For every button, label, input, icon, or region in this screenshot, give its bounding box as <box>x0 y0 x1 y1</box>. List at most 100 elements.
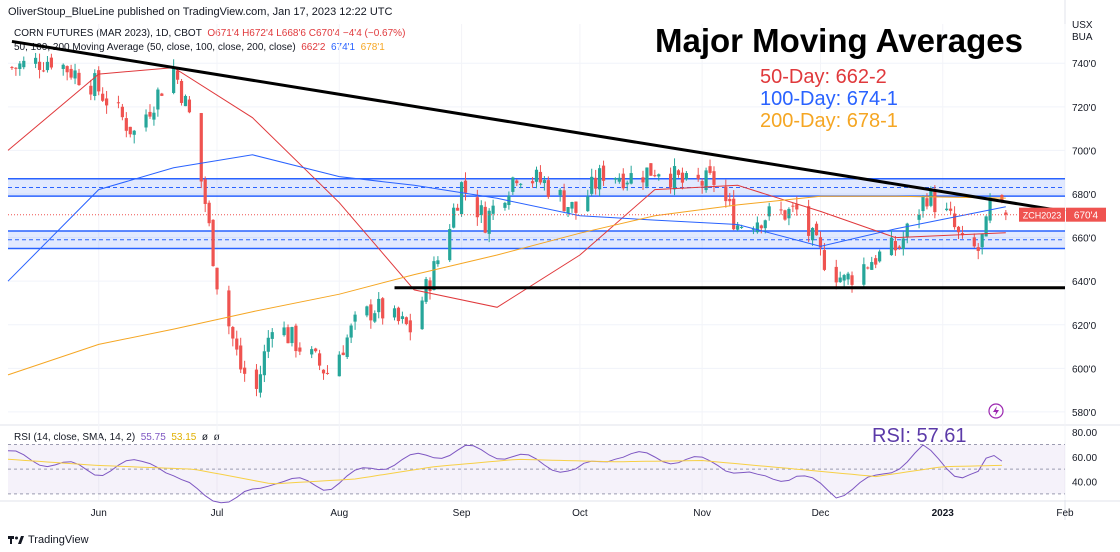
candle-body <box>676 170 681 175</box>
ohlc-values: O671'4 H672'4 L668'6 C670'4 −4'4 (−0.67%… <box>207 28 406 39</box>
candle-body <box>369 304 373 321</box>
candle-body <box>952 213 957 228</box>
candle-body <box>779 209 783 211</box>
candle-body <box>889 237 894 256</box>
candle-body <box>227 290 231 327</box>
rsi-sma-legend-value: 53.15 <box>171 432 197 443</box>
price-tick-label: 680'0 <box>1072 190 1097 201</box>
candle-body <box>980 233 984 248</box>
candle-body <box>128 126 132 135</box>
candle-body <box>183 95 188 107</box>
candle-body <box>767 206 771 217</box>
candle-body <box>1004 212 1008 215</box>
candle-body <box>945 208 949 211</box>
ma-legend-label: 50, 100, 200 Moving Average (50, close, … <box>14 42 296 53</box>
candle-body <box>61 64 65 69</box>
candle-body <box>49 57 53 68</box>
candle-body <box>93 73 97 97</box>
tradingview-brand: TradingView <box>28 534 89 546</box>
candle-body <box>570 202 574 209</box>
symbol-name: CORN FUTURES (MAR 2023), 1D, CBOT <box>14 28 202 39</box>
candle-body <box>704 170 708 191</box>
annotation-ma50: 50-Day: 662-2 <box>760 66 887 88</box>
time-tick-label: 2023 <box>932 508 955 519</box>
candle-body <box>37 61 42 70</box>
candle-body <box>684 173 688 180</box>
candle-body <box>377 298 381 313</box>
candle-body <box>65 66 69 73</box>
ma100-line <box>7 154 1006 282</box>
candle-body <box>428 280 432 292</box>
price-tick-label: 620'0 <box>1072 321 1097 332</box>
candle-body <box>172 66 176 93</box>
candle-body <box>739 226 744 228</box>
candle-body <box>231 327 235 339</box>
tradingview-logo-icon <box>8 535 24 545</box>
lightning-icon-bolt <box>993 406 999 416</box>
candle-body <box>45 61 50 71</box>
candle-body <box>432 261 436 291</box>
candle-body <box>783 210 787 220</box>
candle-body <box>452 207 456 228</box>
rsi-legend-label: RSI (14, close, SMA, 14, 2) <box>14 432 136 443</box>
candle-body <box>156 89 160 110</box>
candle-body <box>708 166 712 173</box>
candle-body <box>763 220 767 229</box>
candle-body <box>807 206 811 236</box>
candle-body <box>657 174 661 177</box>
price-tag <box>1066 207 1106 222</box>
candle-body <box>590 176 594 194</box>
candle-body <box>408 320 412 333</box>
candle-body <box>314 348 318 352</box>
annotation-title: Major Moving Averages <box>655 22 1023 59</box>
ma50-legend-value: 662'2 <box>301 42 326 53</box>
candle-body <box>925 198 929 207</box>
rsi-legend-value: 55.75 <box>140 432 166 443</box>
candle-body <box>680 172 685 183</box>
candle-body <box>187 99 192 113</box>
candle-body <box>696 174 700 179</box>
time-tick-label: Aug <box>330 508 348 519</box>
candle-body <box>124 118 128 131</box>
time-tick-label: Feb <box>1056 508 1074 519</box>
candle-body <box>621 173 625 189</box>
candle-body <box>625 182 629 185</box>
symbol-tag-label: ZCH2023 <box>1023 211 1062 221</box>
candle-body <box>116 102 121 104</box>
candle-body <box>728 198 732 202</box>
candle-body <box>144 114 148 128</box>
candle-body <box>822 250 827 270</box>
candle-body <box>755 222 759 233</box>
candle-body <box>262 351 266 376</box>
candle-body <box>487 210 491 234</box>
candle-body <box>956 226 961 233</box>
candle-body <box>152 112 156 120</box>
time-tick-label: Sep <box>453 508 471 519</box>
candle-body <box>239 345 243 370</box>
candle-body <box>254 369 259 389</box>
time-tick-label: Oct <box>572 508 588 519</box>
candle-body <box>838 277 842 283</box>
candle-body <box>558 189 562 196</box>
price-tick-label: 720'0 <box>1072 103 1097 114</box>
candle-body <box>341 352 345 356</box>
candle-body <box>89 85 93 95</box>
time-tick-label: Jul <box>211 508 224 519</box>
candle-body <box>211 219 215 267</box>
candle-body <box>917 214 921 220</box>
candle-body <box>546 180 550 197</box>
price-tick-label: 600'0 <box>1072 364 1097 375</box>
candle-body <box>814 223 819 236</box>
candle-body <box>949 208 953 211</box>
rsi-sma-line <box>7 458 1002 485</box>
candle-body <box>534 169 539 182</box>
candle-body <box>897 246 901 249</box>
annotation-rsi: RSI: 57.61 <box>872 425 967 447</box>
candle-body <box>381 298 385 319</box>
candle-body <box>41 70 46 72</box>
rsi-tick-label: 80.00 <box>1072 428 1097 439</box>
candle-body <box>148 111 152 117</box>
candle-body <box>73 70 77 79</box>
candle-body <box>404 317 408 325</box>
